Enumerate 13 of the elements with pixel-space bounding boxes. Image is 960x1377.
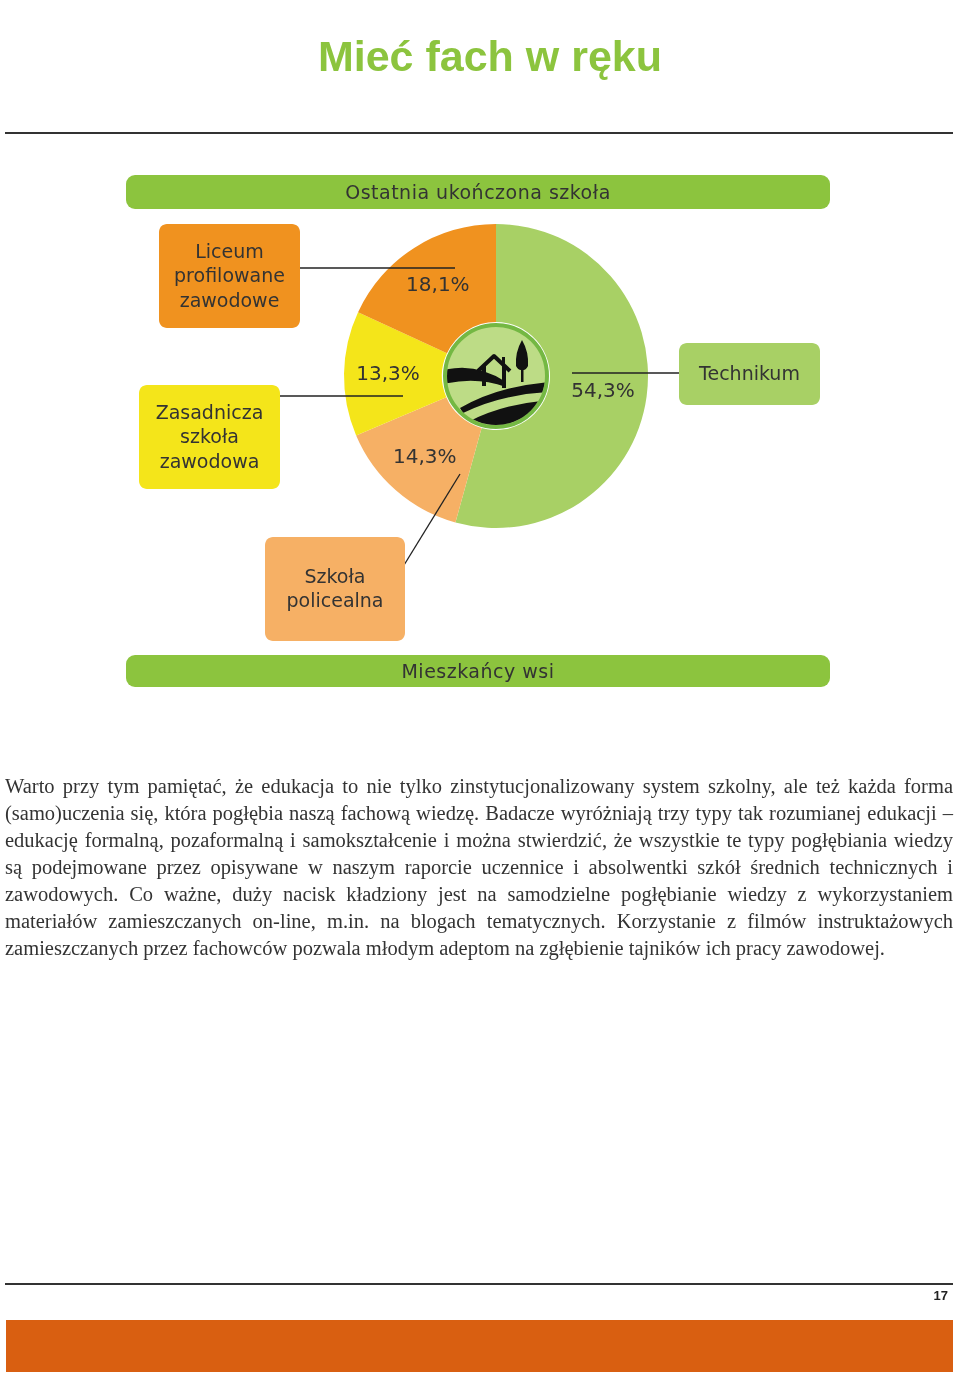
slice-label: Szkoła policealna [286, 564, 384, 612]
slice-label: Liceum profilowane zawodowe [174, 239, 285, 311]
data-label: 14,3% [393, 444, 457, 469]
slice-label: Technikum [698, 362, 800, 384]
data-label: 54,3% [571, 377, 635, 402]
chart-title: Ostatnia ukończona szkoła [126, 175, 830, 209]
data-label: 18,1% [406, 271, 470, 296]
data-label: 13,3% [356, 361, 420, 386]
slice-label: Zasadnicza szkoła zawodowa [155, 400, 264, 472]
text: 17 [932, 1288, 948, 1303]
text: Warto przy tym pamiętać, że edukacja to nie tylko zinstytucjonalizowany system szkolny, ale też każda forma (samo)uczenia się, która pogłębia naszą fachową wiedzę. Badacze wyróżniają trzy typy tak rozumianej edukacji – edukację formalną, pozaformalną i samokształcenie i można stwierdzić, że wszystkie te typy pogłębiania wiedzy są podejmowane przez opisywane w naszym raporcie uczennice i absolwentki szkół średnich technicznych i zawodowych. Co ważne, duży nacisk kładziony jest na samodzielne pogłębianie wiedzy z wykorzystaniem materiałów zamieszczanych on-line, m.in. na blogach tematycznych. Korzystanie z filmów instruktażowych zamieszczanych przez fachowców pozwala młodym adeptom na zgłębienie tajników ich pracy zawodowej. [5, 774, 953, 962]
text: Mieć fach w ręku [316, 31, 664, 82]
text: Mieszkańcy wsi [126, 655, 830, 687]
